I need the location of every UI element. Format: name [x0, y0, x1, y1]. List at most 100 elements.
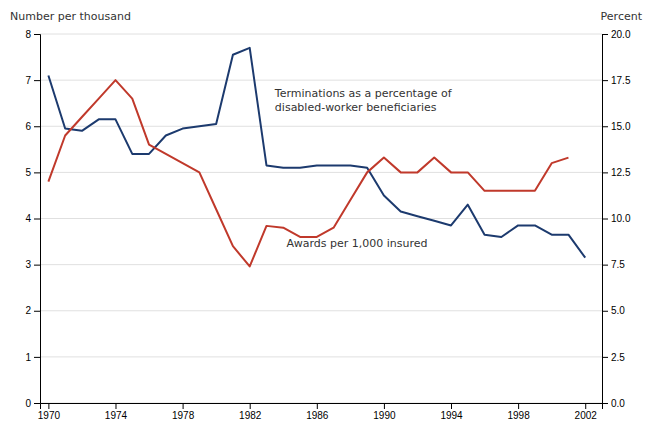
- grid-line: [40, 310, 602, 311]
- tick-label: 20.0: [611, 29, 631, 40]
- tick-label: 1998: [507, 410, 530, 421]
- grid-line: [40, 218, 602, 219]
- tick: 1978: [172, 403, 195, 421]
- y2-axis: 0.0 2.5 5.0 7.5 10.0 12.5 15.0 17.5 20.0: [602, 29, 631, 409]
- tick-label: 10.0: [611, 213, 631, 224]
- annotation: Awards per 1,000 insured: [287, 237, 428, 250]
- tick-mark: [34, 357, 40, 358]
- tick-label: 0: [25, 398, 31, 409]
- tick-mark: [585, 403, 586, 409]
- tick-label: 1970: [38, 410, 61, 421]
- tick-mark: [34, 34, 40, 35]
- tick-label: 1982: [239, 410, 262, 421]
- grid-line: [40, 264, 602, 265]
- tick-label: 1990: [373, 410, 396, 421]
- tick: 5: [25, 167, 40, 178]
- tick-mark: [34, 219, 40, 220]
- tick: 17.5: [602, 75, 631, 86]
- annotation-line: Terminations as a percentage of: [274, 87, 453, 100]
- tick-label: 17.5: [611, 75, 631, 86]
- line: [48, 80, 568, 266]
- annotation-line: disabled-worker beneficiaries: [275, 101, 437, 114]
- tick: 0: [25, 398, 40, 409]
- tick-mark: [602, 265, 608, 266]
- tick-label: 1986: [306, 410, 329, 421]
- tick-mark: [451, 403, 452, 409]
- tick: 7.5: [602, 259, 625, 270]
- tick-label: 1978: [172, 410, 195, 421]
- tick: 1986: [306, 403, 329, 421]
- grid-line: [40, 80, 602, 81]
- tick-label: 7: [25, 75, 31, 86]
- y2-axis-title: Percent: [601, 10, 643, 23]
- tick: 1990: [373, 403, 396, 421]
- tick-mark: [34, 311, 40, 312]
- tick-label: 0.0: [611, 398, 625, 409]
- tick-mark: [115, 403, 116, 409]
- tick-label: 12.5: [611, 167, 631, 178]
- tick: 1982: [239, 403, 262, 421]
- series-group: [48, 48, 585, 267]
- tick-label: 8: [25, 29, 31, 40]
- tick-label: 6: [25, 121, 31, 132]
- tick-mark: [250, 403, 251, 409]
- y-axis: 0 1 2 3 4 5 6 7 8: [25, 29, 40, 409]
- tick-label: 5.0: [611, 305, 625, 316]
- tick-mark: [48, 403, 49, 409]
- tick: 0.0: [602, 398, 625, 409]
- tick-mark: [602, 172, 608, 173]
- tick-label: 1974: [105, 410, 128, 421]
- tick: 1998: [507, 403, 530, 421]
- plot-area: 1970 1974 1978 1982 1986 1990 1994 1998 2002 0 1 2 3…: [25, 29, 630, 421]
- tick-mark: [34, 265, 40, 266]
- grid-line: [40, 356, 602, 357]
- tick-mark: [384, 403, 385, 409]
- tick: 7: [25, 75, 40, 86]
- tick-mark: [317, 403, 318, 409]
- axis-line: [603, 35, 609, 404]
- tick-label: 4: [25, 213, 31, 224]
- tick: 10.0: [602, 213, 631, 224]
- tick: 4: [25, 213, 40, 224]
- line: [48, 48, 585, 258]
- tick-mark: [183, 403, 184, 409]
- tick-label: 2002: [575, 410, 598, 421]
- annotations: Terminations as a percentage ofdisabled-…: [274, 87, 453, 250]
- tick-mark: [602, 311, 608, 312]
- tick-mark: [34, 403, 40, 404]
- tick: 15.0: [602, 121, 631, 132]
- annotation: Terminations as a percentage ofdisabled-…: [274, 87, 453, 113]
- tick: 1970: [38, 403, 61, 421]
- grid-line: [40, 126, 602, 127]
- annotation-line: Awards per 1,000 insured: [287, 237, 428, 250]
- tick-mark: [518, 403, 519, 409]
- axis-line: [41, 404, 603, 410]
- tick-mark: [34, 80, 40, 81]
- tick: 1: [25, 352, 40, 363]
- tick-mark: [602, 357, 608, 358]
- grid: [40, 34, 602, 403]
- tick-label: 2.5: [611, 352, 625, 363]
- tick-label: 5: [25, 167, 31, 178]
- grid-line: [40, 172, 602, 173]
- tick: 1974: [105, 403, 128, 421]
- tick: 20.0: [602, 29, 631, 40]
- tick: 2.5: [602, 352, 625, 363]
- tick: 12.5: [602, 167, 631, 178]
- tick-label: 15.0: [611, 121, 631, 132]
- x-axis: 1970 1974 1978 1982 1986 1990 1994 1998 2002: [38, 403, 603, 421]
- y-axis-title: Number per thousand: [10, 10, 131, 23]
- tick: 2002: [575, 403, 598, 421]
- tick-mark: [602, 34, 608, 35]
- tick: 3: [25, 259, 40, 270]
- axis-line: [34, 35, 41, 404]
- tick-label: 3: [25, 259, 31, 270]
- tick: 5.0: [602, 305, 625, 316]
- tick-label: 2: [25, 305, 31, 316]
- tick-mark: [34, 172, 40, 173]
- tick-mark: [602, 219, 608, 220]
- tick: 1994: [440, 403, 463, 421]
- tick: 2: [25, 305, 40, 316]
- tick: 8: [25, 29, 40, 40]
- tick-label: 7.5: [611, 259, 625, 270]
